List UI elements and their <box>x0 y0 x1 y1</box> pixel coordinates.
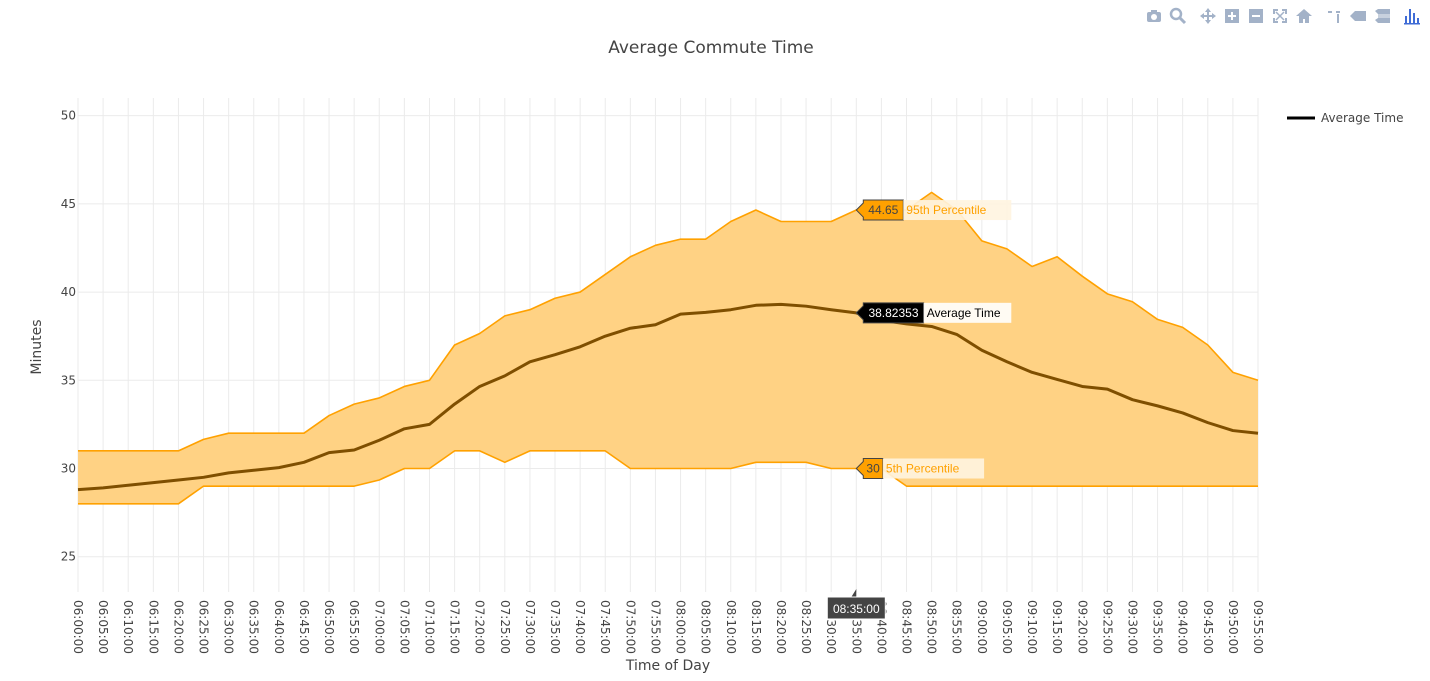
x-tick-label: 07:50:00 <box>623 600 637 654</box>
x-tick-label: 06:00:00 <box>71 600 85 654</box>
hover-label: 44.65 95th Percentile <box>855 199 1012 221</box>
x-tick-label: 07:55:00 <box>648 600 662 654</box>
x-tick-label: 08:10:00 <box>724 600 738 654</box>
x-tick-label: 08:20:00 <box>774 600 788 654</box>
x-tick-label: 07:20:00 <box>473 600 487 654</box>
x-tick-label: 07:45:00 <box>598 600 612 654</box>
hover-value-text: 30 <box>866 462 880 476</box>
x-tick-label: 09:25:00 <box>1100 600 1114 654</box>
series-lines <box>77 191 1259 505</box>
chart-title: Average Commute Time <box>608 38 814 58</box>
x-tick-label: 06:15:00 <box>146 600 160 654</box>
x-tick-label: 06:45:00 <box>297 600 311 654</box>
x-tick-label: 07:00:00 <box>372 600 386 654</box>
hover-value-text: 38.82353 <box>868 306 918 320</box>
zoom-icon[interactable] <box>1168 6 1188 26</box>
hover-name-text: 95th Percentile <box>906 203 986 217</box>
x-tick-label: 09:40:00 <box>1176 600 1190 654</box>
x-tick-label: 06:55:00 <box>347 600 361 654</box>
x-tick-label: 09:05:00 <box>1000 600 1014 654</box>
y-axis-ticks: 25 30 35 40 45 50 <box>61 109 76 564</box>
spike-lines-icon[interactable] <box>1324 6 1344 26</box>
x-tick-label: 09:20:00 <box>1075 600 1089 654</box>
x-tick-label: 07:05:00 <box>397 600 411 654</box>
pan-icon[interactable] <box>1198 6 1218 26</box>
y-tick-label: 50 <box>61 109 76 123</box>
y-tick-label: 35 <box>61 373 76 387</box>
x-tick-label: 08:25:00 <box>799 600 813 654</box>
hover-label: 30 5th Percentile <box>855 458 985 479</box>
hover-closest-icon[interactable] <box>1348 6 1368 26</box>
hover-x-box <box>826 596 886 620</box>
y-axis-title: Minutes <box>29 319 45 374</box>
series-line-95th-percentile <box>78 191 1259 452</box>
x-tick-label: 06:25:00 <box>197 600 211 654</box>
reset-axes-icon[interactable] <box>1294 6 1314 26</box>
zoom-out-icon[interactable] <box>1246 6 1266 26</box>
x-tick-label: 09:15:00 <box>1050 600 1064 654</box>
hover-name-box <box>882 458 985 479</box>
y-tick-label: 45 <box>61 197 76 211</box>
x-tick-label: 09:00:00 <box>975 600 989 654</box>
hover-x-label: 08:35:00 <box>826 589 886 620</box>
camera-icon[interactable] <box>1144 6 1164 26</box>
x-tick-label: 06:10:00 <box>121 600 135 654</box>
x-tick-label: 07:40:00 <box>573 600 587 654</box>
hover-compare-icon[interactable] <box>1372 6 1392 26</box>
hover-name-text: 5th Percentile <box>886 462 960 476</box>
hover-name-box <box>903 200 1012 221</box>
x-tick-label: 06:20:00 <box>171 600 185 654</box>
autoscale-icon[interactable] <box>1270 6 1290 26</box>
y-tick-label: 40 <box>61 285 76 299</box>
zoom-in-icon[interactable] <box>1222 6 1242 26</box>
x-tick-label: 06:40:00 <box>272 600 286 654</box>
x-tick-label: 06:50:00 <box>322 600 336 654</box>
x-tick-label: 09:10:00 <box>1025 600 1039 654</box>
hover-labels: 08:35:00 44.65 95th Percentile 38.82353 Aver… <box>826 199 1012 620</box>
legend[interactable]: Average Time <box>1287 111 1403 125</box>
legend-label[interactable]: Average Time <box>1321 111 1403 125</box>
modebar <box>1144 6 1422 26</box>
x-tick-label: 07:10:00 <box>422 600 436 654</box>
series-line-5th-percentile <box>78 450 1258 505</box>
x-tick-label: 08:00:00 <box>674 600 688 654</box>
x-tick-label: 09:30:00 <box>1125 600 1139 654</box>
x-tick-label: 09:50:00 <box>1226 600 1240 654</box>
x-tick-label: 06:30:00 <box>222 600 236 654</box>
hover-name-box <box>923 302 1012 323</box>
x-tick-label: 06:35:00 <box>247 600 261 654</box>
plotly-logo-icon[interactable] <box>1402 6 1422 26</box>
x-tick-label: 07:15:00 <box>448 600 462 654</box>
x-tick-label: 07:35:00 <box>548 600 562 654</box>
x-axis-ticks: 06:00:00 06:05:00 06:10:00 06:15:00 06:20:00… <box>71 600 1265 654</box>
y-tick-label: 30 <box>61 462 76 476</box>
x-axis-title: Time of Day <box>625 658 710 674</box>
x-tick-label: 06:05:00 <box>96 600 110 654</box>
hover-label: 38.82353 Average Time <box>855 302 1012 324</box>
hover-x-text: 08:35:00 <box>833 602 880 616</box>
x-tick-label: 08:50:00 <box>925 600 939 654</box>
x-tick-label: 09:45:00 <box>1201 600 1215 654</box>
x-tick-label: 07:25:00 <box>498 600 512 654</box>
x-tick-label: 07:30:00 <box>523 600 537 654</box>
x-tick-label: 09:35:00 <box>1151 600 1165 654</box>
x-tick-label: 08:05:00 <box>699 600 713 654</box>
y-tick-label: 25 <box>61 550 76 564</box>
hover-x-arrow <box>851 589 857 597</box>
x-tick-label: 08:45:00 <box>900 600 914 654</box>
percentile-band-fill <box>78 192 1258 504</box>
hover-name-text: Average Time <box>927 306 1001 320</box>
x-tick-label: 08:15:00 <box>749 600 763 654</box>
x-tick-label: 08:55:00 <box>950 600 964 654</box>
hover-value-text: 44.65 <box>868 203 898 217</box>
percentile-band <box>78 192 1258 504</box>
series-line-average-time <box>77 302 1259 492</box>
x-tick-label: 09:55:00 <box>1251 600 1265 654</box>
